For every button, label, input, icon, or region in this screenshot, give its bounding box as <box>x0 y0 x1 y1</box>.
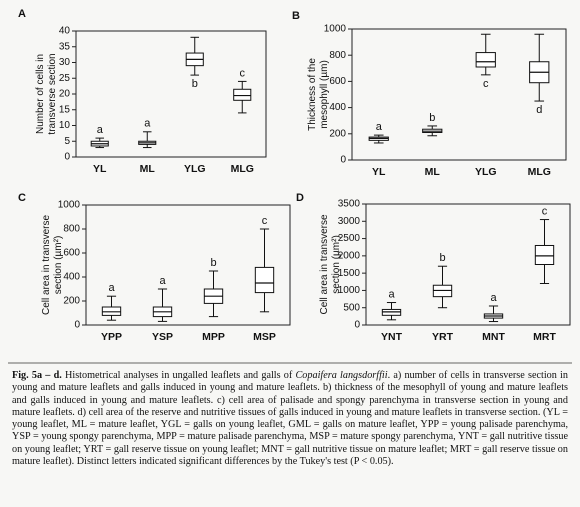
x-tick-label: ML <box>140 163 156 175</box>
y-tick-label: 0 <box>64 152 70 163</box>
x-tick-label: YRT <box>432 331 454 343</box>
plot-frame <box>351 28 567 161</box>
y-axis-label-line: transverse section <box>47 53 58 134</box>
x-tick-label: YSP <box>152 331 173 343</box>
y-tick-label: 1000 <box>338 285 361 296</box>
x-tick-label: MNT <box>482 331 505 343</box>
panel-label: C <box>18 192 26 204</box>
y-tick-label: 800 <box>63 224 80 235</box>
significance-letter: b <box>439 252 445 264</box>
significance-letter: a <box>490 292 497 304</box>
x-tick-label: YLG <box>184 163 206 175</box>
box <box>475 52 496 68</box>
y-axis-label-line: section (µm²) <box>331 235 342 294</box>
y-tick-label: 35 <box>59 41 71 52</box>
significance-letter: c <box>542 205 548 217</box>
significance-letter: b <box>192 78 198 90</box>
y-axis-label-line: Cell area in transverse <box>41 215 52 315</box>
y-axis-label-line: section (µm²) <box>53 236 64 295</box>
y-tick-label: 600 <box>329 76 346 87</box>
x-tick-label: YLG <box>475 166 497 178</box>
significance-letter: d <box>536 104 542 116</box>
y-tick-label: 2000 <box>338 250 361 261</box>
y-tick-label: 400 <box>63 272 80 283</box>
y-tick-label: 3000 <box>338 216 361 227</box>
panel-label: D <box>296 192 304 204</box>
y-tick-label: 5 <box>64 136 70 147</box>
plot-frame <box>365 203 571 326</box>
caption-label: Fig. 5a – d. <box>12 370 62 381</box>
y-tick-label: 200 <box>329 128 346 139</box>
plot-frame <box>85 204 291 326</box>
significance-letter: b <box>429 112 435 124</box>
x-tick-label: MLG <box>528 166 551 178</box>
significance-letter: a <box>159 275 166 287</box>
panel-label: A <box>18 8 26 20</box>
y-axis-label: Cell area in transversesection (µm²) <box>41 215 64 315</box>
y-tick-label: 3500 <box>338 199 361 210</box>
y-tick-label: 600 <box>63 248 80 259</box>
significance-letter: a <box>144 118 151 130</box>
caption-text: Histometrical analyses in ungalled leafl… <box>65 370 296 381</box>
y-axis-label-line: Number of cells in <box>35 54 46 134</box>
y-tick-label: 2500 <box>338 233 361 244</box>
significance-letter: c <box>483 78 489 90</box>
y-tick-label: 0 <box>354 320 360 331</box>
x-tick-label: YPP <box>101 331 122 343</box>
y-axis-label: Number of cells intransverse section <box>35 53 58 134</box>
y-tick-label: 400 <box>329 102 346 113</box>
x-tick-label: MRT <box>533 331 556 343</box>
x-tick-label: MPP <box>202 331 225 343</box>
y-axis-label: Cell area in transversesection (µm²) <box>319 214 342 314</box>
significance-letter: b <box>210 257 216 269</box>
significance-letter: a <box>108 282 115 294</box>
y-tick-label: 20 <box>59 89 71 100</box>
significance-letter: a <box>97 124 104 136</box>
y-axis-label-line: mesophyll (µm) <box>319 60 330 129</box>
y-axis-label-line: Cell area in transverse <box>319 214 330 314</box>
box <box>254 266 275 294</box>
significance-letter: c <box>240 67 246 79</box>
y-tick-label: 15 <box>59 104 71 115</box>
significance-letter: c <box>262 215 268 227</box>
y-tick-label: 25 <box>59 73 71 84</box>
y-tick-label: 1000 <box>58 200 81 211</box>
caption-text: . a) number of cells in transverse secti… <box>12 370 568 468</box>
y-tick-label: 200 <box>63 296 80 307</box>
x-tick-label: ML <box>425 166 441 178</box>
y-axis-label: Thickness of themesophyll (µm) <box>307 58 330 131</box>
y-tick-label: 1500 <box>338 268 361 279</box>
y-tick-label: 0 <box>74 320 80 331</box>
y-tick-label: 40 <box>59 26 71 37</box>
y-tick-label: 10 <box>59 120 71 131</box>
x-tick-label: YL <box>93 163 107 175</box>
panel-label: B <box>292 10 300 22</box>
significance-letter: a <box>376 121 383 133</box>
box <box>534 244 555 266</box>
x-tick-label: YL <box>372 166 386 178</box>
x-tick-label: YNT <box>381 331 403 343</box>
caption-species: Copaifera langsdorffii <box>295 370 388 381</box>
y-tick-label: 0 <box>340 155 346 166</box>
y-tick-label: 30 <box>59 57 71 68</box>
x-tick-label: MLG <box>231 163 254 175</box>
box <box>233 88 252 101</box>
y-tick-label: 800 <box>329 50 346 61</box>
x-tick-label: MSP <box>253 331 276 343</box>
significance-letter: a <box>388 288 395 300</box>
y-tick-label: 1000 <box>324 24 347 35</box>
y-axis-label-line: Thickness of the <box>307 58 318 131</box>
y-tick-label: 500 <box>343 302 360 313</box>
caption: Fig. 5a – d. Histometrical analyses in u… <box>12 370 568 468</box>
